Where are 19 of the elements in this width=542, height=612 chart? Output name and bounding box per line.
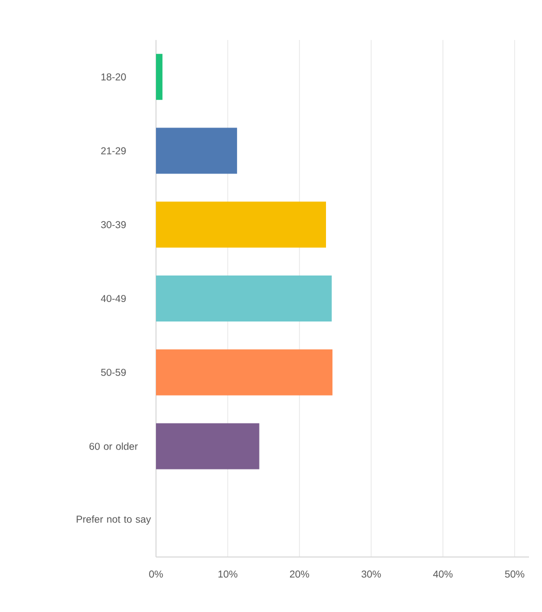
bar bbox=[156, 423, 260, 470]
y-tick-label: 21-29 bbox=[101, 147, 126, 154]
y-tick-label: 18-20 bbox=[101, 73, 126, 80]
x-tick-label: 50% bbox=[505, 570, 524, 578]
bar bbox=[156, 276, 332, 322]
y-tick-label: 50-59 bbox=[101, 368, 126, 376]
y-tick-label: 40-49 bbox=[100, 294, 126, 302]
x-tick-label: 40% bbox=[433, 570, 453, 578]
x-tick-label: 20% bbox=[290, 570, 310, 578]
bar bbox=[156, 349, 332, 396]
bar bbox=[156, 54, 162, 100]
x-tick-label: 10% bbox=[218, 570, 238, 578]
y-tick-label: 30-39 bbox=[101, 221, 126, 228]
y-tick-label: 60 or older bbox=[90, 442, 138, 450]
x-tick-label: 0% bbox=[149, 570, 163, 578]
x-tick-label: 30% bbox=[362, 570, 381, 578]
bar bbox=[156, 128, 238, 174]
y-tick-label: Prefer not to say bbox=[76, 515, 151, 525]
bar bbox=[156, 202, 326, 248]
